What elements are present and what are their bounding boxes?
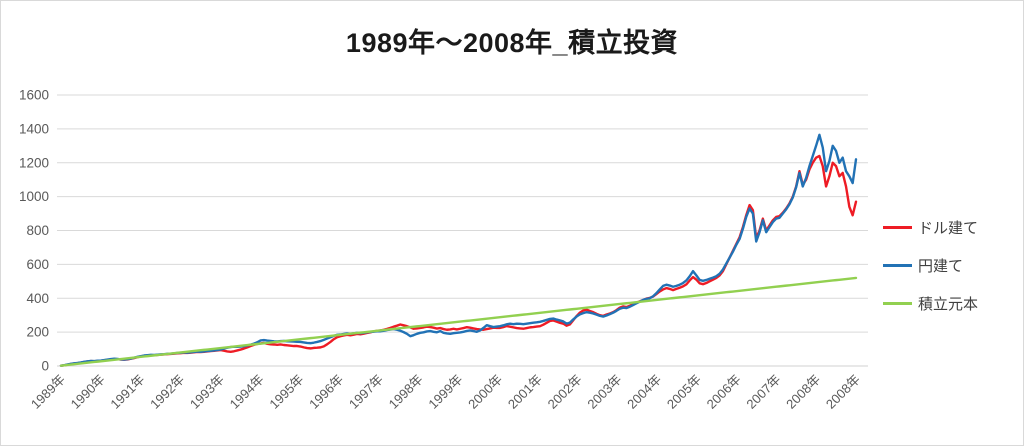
- y-tick-label: 1600: [19, 88, 49, 103]
- y-tick-label: 400: [26, 291, 49, 306]
- x-tick-label: 2008年: [823, 372, 863, 412]
- legend-label: 積立元本: [918, 295, 979, 313]
- x-tick-label: 2003年: [584, 372, 624, 412]
- legend-label: ドル建て: [918, 219, 979, 237]
- x-tick-label: 1989年: [28, 372, 68, 412]
- x-tick-label: 2002年: [545, 372, 585, 412]
- x-tick-label: 2000年: [465, 372, 505, 412]
- x-tick-label: 1996年: [306, 372, 346, 412]
- series-line-1: [59, 133, 858, 367]
- series-line-2: [59, 276, 858, 367]
- series-line-0: [59, 154, 858, 367]
- x-tick-label: 1997年: [346, 372, 386, 412]
- x-tick-label: 1999年: [425, 372, 465, 412]
- legend-item-1: 円建て: [883, 253, 978, 277]
- chart-title: 1989年〜2008年_積立投資: [345, 28, 679, 58]
- y-tick-label: 1200: [19, 155, 49, 170]
- y-tick-label: 0: [41, 359, 49, 374]
- y-tick-label: 800: [26, 223, 49, 238]
- x-tick-label: 1994年: [227, 372, 267, 412]
- x-tick-label: 2004年: [624, 372, 664, 412]
- x-tick-label: 2008年: [783, 372, 823, 412]
- legend-item-2: 積立元本: [883, 291, 978, 315]
- y-tick-label: 1000: [19, 189, 49, 204]
- x-tick-label: 1995年: [266, 372, 306, 412]
- legend-line-swatch: [883, 301, 912, 305]
- x-tick-label: 2001年: [505, 372, 545, 412]
- x-tick-label: 1992年: [147, 372, 187, 412]
- x-tick-label: 1993年: [187, 372, 227, 412]
- legend-line-swatch: [883, 225, 912, 229]
- x-tick-label: 2005年: [664, 372, 704, 412]
- x-tick-label: 2006年: [704, 372, 744, 412]
- x-tick-label: 1991年: [107, 372, 147, 412]
- x-tick-label: 1990年: [68, 372, 108, 412]
- y-tick-label: 200: [26, 325, 49, 340]
- x-tick-label: 1998年: [386, 372, 426, 412]
- y-tick-label: 1400: [19, 121, 49, 136]
- legend: ドル建て円建て積立元本: [883, 215, 978, 329]
- legend-label: 円建て: [918, 257, 964, 275]
- legend-line-swatch: [883, 263, 912, 267]
- legend-item-0: ドル建て: [883, 215, 978, 239]
- x-tick-label: 2007年: [743, 372, 783, 412]
- y-tick-label: 600: [26, 257, 49, 272]
